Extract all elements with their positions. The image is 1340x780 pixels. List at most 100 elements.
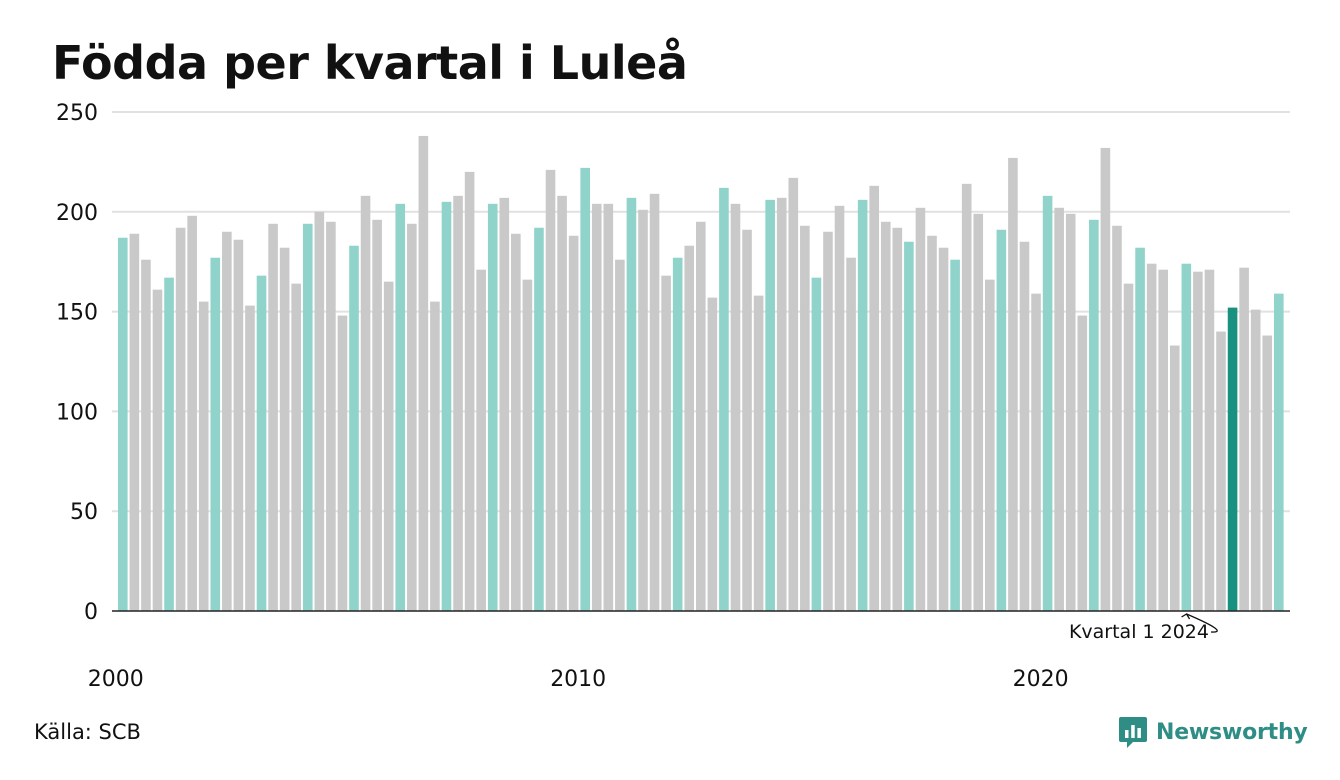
bar: 2015 Q2: 190 [823,231,833,611]
bar: 2000 Q4: 161 [152,289,163,611]
bar: 2004 Q3: 195 [326,221,336,611]
bar: 2015 Q4: 177 [846,257,856,611]
bar: 2020 Q1: 208 [1042,195,1053,611]
bar: 2018 Q3: 199 [973,213,984,611]
annotation-arrowhead [1181,613,1191,620]
bar: 2019 Q1: 191 [996,229,1007,611]
bar: 2003 Q2: 194 [268,223,278,611]
bar: 2021 Q2: 232 [1100,147,1111,612]
bar: undefined: 151 [1250,309,1261,611]
bar: 2022 Q2: 174 [1146,263,1157,611]
bar: 2001 Q2: 192 [175,227,186,611]
bar: 2005 Q3: 196 [372,219,382,611]
y-tick-label: 200 [56,201,98,226]
bar: 2023 Q1: 174 [1181,263,1192,611]
bar: 2011 Q4: 168 [661,275,671,611]
bar: 2013 Q3: 191 [742,229,752,611]
annotation-label: Kvartal 1 2024 [1069,621,1209,643]
bar: 2020 Q2: 202 [1054,207,1064,612]
bar: 2001 Q1: 167 [164,277,174,611]
bar: 2018 Q2: 214 [961,183,972,611]
bar: 2004 Q4: 148 [337,315,348,611]
bar: 2005 Q1: 183 [349,245,359,611]
bar: 2000 Q3: 176 [141,259,151,611]
bar: 2003 Q3: 182 [279,247,290,611]
bar: 2015 Q3: 203 [834,205,845,611]
bar: 2011 Q1: 207 [626,197,637,611]
bar: 2007 Q4: 171 [476,269,486,611]
bar: 2012 Q3: 195 [696,221,706,611]
bar: 2005 Q2: 208 [360,195,371,611]
bar: 2000 Q1: 187 [118,237,128,612]
bar: 2007 Q3: 220 [464,171,475,611]
bar: 2016 Q1: 206 [857,199,868,611]
y-tick-label: 50 [70,500,98,525]
bar: 2004 Q1: 194 [302,223,313,611]
bar: 2022 Q3: 171 [1158,269,1168,611]
bars: 2000 Q1: 1872000 Q2: 1892000 Q3: 1762000… [118,135,1284,612]
bar: 2021 Q3: 193 [1112,225,1122,611]
x-axis-tick-labels: 2000 2010 2020 [88,667,1069,692]
bar: undefined: 159 [1274,293,1284,611]
bar: 2011 Q2: 201 [638,209,648,611]
bar: 2024 Q1: 152 [1227,307,1238,611]
bar: 2003 Q4: 164 [291,283,301,611]
bar: 2015 Q1: 167 [811,277,822,611]
bar: 2009 Q4: 188 [568,235,579,611]
bar: 2012 Q2: 183 [684,245,695,611]
bar: 2023 Q4: 140 [1216,331,1226,611]
bar: 2022 Q4: 133 [1169,345,1180,611]
bar: 2011 Q3: 209 [649,193,660,611]
bar: 2009 Q3: 208 [557,195,567,611]
bar: 2017 Q1: 185 [904,241,914,612]
y-tick-label: 0 [84,600,98,625]
bar: 2010 Q4: 176 [615,259,625,611]
bar: 2007 Q2: 208 [453,195,463,611]
bar: 2003 Q1: 168 [256,275,267,611]
bar: 2020 Q3: 199 [1065,213,1076,611]
bar: 2016 Q2: 213 [869,185,879,612]
bar: 2005 Q4: 165 [383,281,394,611]
bar: 2023 Q3: 171 [1204,269,1215,611]
bar: 2006 Q2: 194 [407,223,417,611]
bar: 2021 Q4: 164 [1123,283,1134,611]
brand-name: Newsworthy [1156,719,1308,745]
x-tick-label: 2000 [88,667,144,692]
bar: 2018 Q1: 176 [950,259,960,611]
bar: 2009 Q2: 221 [545,169,556,611]
bar: 2001 Q3: 198 [187,215,197,612]
y-tick-label: 100 [56,400,98,425]
bar: undefined: 138 [1262,335,1273,611]
annotation: Kvartal 1 2024 [1069,613,1218,643]
bar: 2014 Q1: 206 [765,199,775,611]
chart-title: Födda per kvartal i Luleå [52,36,688,90]
bar: 2019 Q2: 227 [1008,157,1018,611]
bar: 2020 Q4: 148 [1077,315,1088,611]
bar: 2007 Q1: 205 [441,201,452,611]
y-tick-label: 150 [56,301,98,326]
bar: 2000 Q2: 189 [129,233,140,612]
annotation-arrow [1186,613,1218,633]
source-note: Källa: SCB [34,720,141,744]
newsworthy-logo-icon [1119,717,1147,748]
bar: 2006 Q1: 204 [395,203,406,612]
x-tick-label: 2010 [550,667,606,692]
bar: 2008 Q4: 166 [522,279,533,611]
bar: 2014 Q4: 193 [800,225,810,611]
brand: Newsworthy [1118,714,1308,750]
bar: 2010 Q3: 204 [603,203,614,612]
bar: 2017 Q3: 188 [927,235,937,611]
bar: 2013 Q4: 158 [753,295,764,611]
bar: 2009 Q1: 192 [534,227,544,611]
bar: 2023 Q2: 170 [1193,271,1203,611]
bar: 2010 Q1: 222 [580,167,590,611]
bar: 2018 Q4: 166 [985,279,995,611]
bar: 2008 Q1: 204 [487,203,498,612]
bar: 2012 Q1: 177 [672,257,683,611]
bar: 2004 Q2: 200 [314,211,325,612]
bar: 2021 Q1: 196 [1089,219,1099,611]
bar: undefined: 172 [1239,267,1249,611]
